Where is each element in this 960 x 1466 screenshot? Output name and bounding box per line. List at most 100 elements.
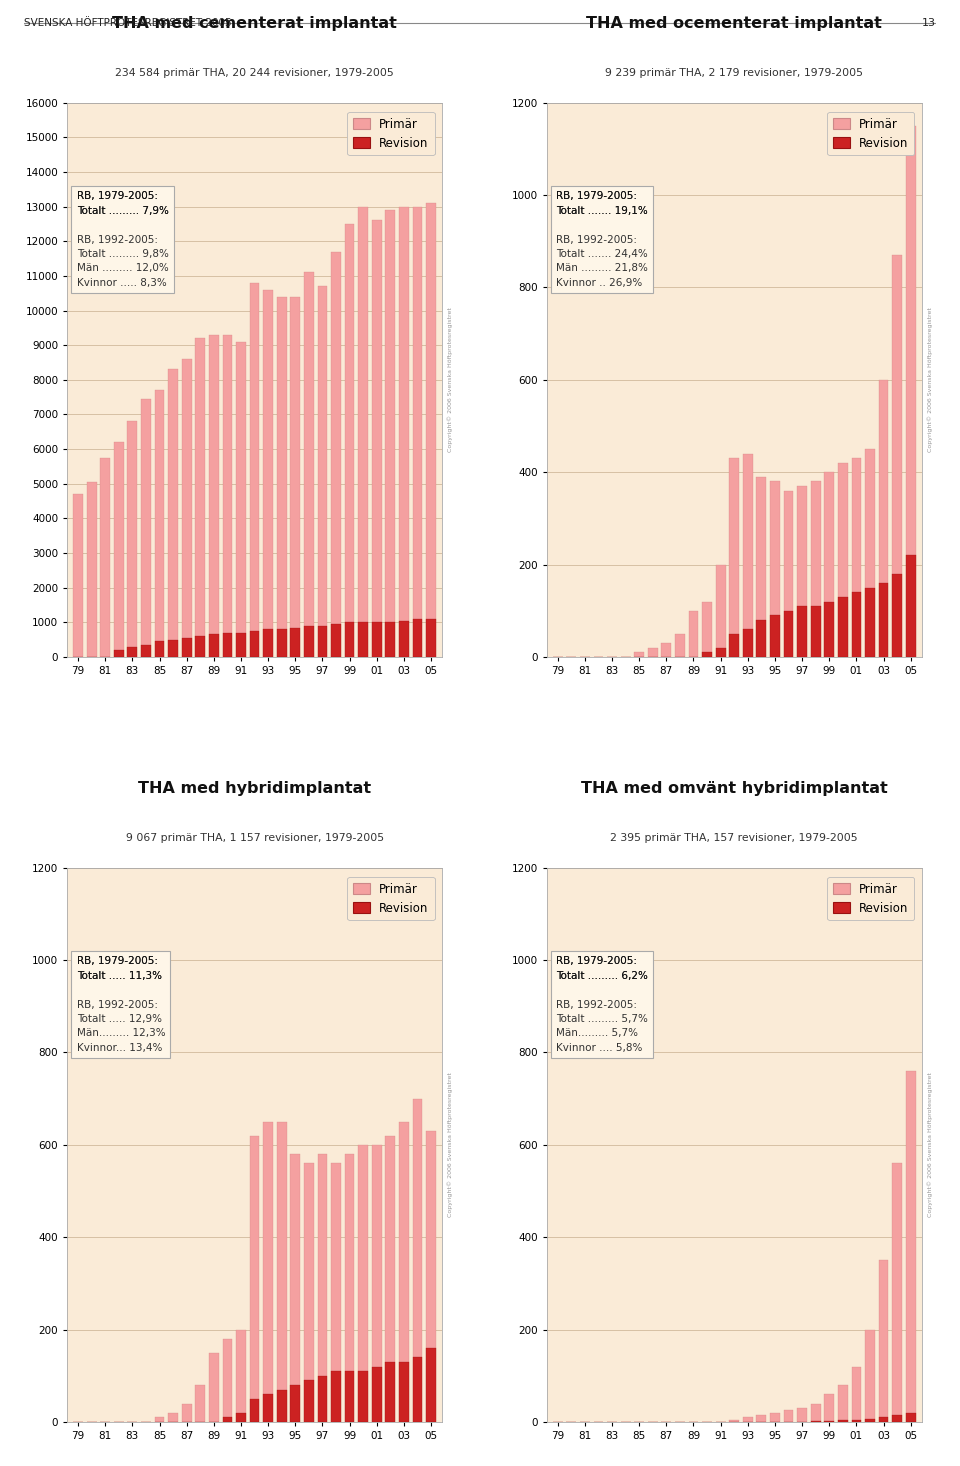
Bar bbox=[838, 1421, 848, 1422]
Bar bbox=[114, 443, 124, 657]
Bar bbox=[825, 601, 834, 657]
Bar bbox=[128, 647, 137, 657]
Bar bbox=[155, 390, 164, 657]
Text: RB, 1979-2005:
Totalt ..... 11,3%

RB, 1992-2005:
Totalt ..... 12,9%
Män........: RB, 1979-2005: Totalt ..... 11,3% RB, 19… bbox=[77, 956, 165, 1053]
Bar bbox=[223, 1418, 232, 1422]
Bar bbox=[86, 482, 97, 657]
Bar bbox=[250, 1136, 259, 1422]
Bar bbox=[223, 1338, 232, 1422]
Bar bbox=[426, 619, 436, 657]
Bar bbox=[838, 597, 848, 657]
Bar bbox=[318, 626, 327, 657]
Bar bbox=[865, 1330, 875, 1422]
Bar bbox=[181, 359, 192, 657]
Bar bbox=[852, 592, 861, 657]
Legend: Primär, Revision: Primär, Revision bbox=[828, 111, 914, 155]
Bar bbox=[756, 620, 766, 657]
Bar bbox=[209, 1353, 219, 1422]
Bar bbox=[141, 645, 151, 657]
Bar bbox=[399, 207, 409, 657]
Bar bbox=[906, 126, 916, 657]
Bar bbox=[168, 369, 178, 657]
Text: RB, 1979-2005:
Totalt ......... 7,9%: RB, 1979-2005: Totalt ......... 7,9% bbox=[77, 192, 168, 216]
Bar bbox=[196, 1385, 205, 1422]
Bar bbox=[811, 605, 821, 657]
Text: RB, 1979-2005:
Totalt ......... 6,2%: RB, 1979-2005: Totalt ......... 6,2% bbox=[556, 956, 648, 981]
Bar bbox=[906, 1413, 916, 1422]
Bar bbox=[386, 210, 396, 657]
Bar bbox=[743, 453, 753, 657]
Bar bbox=[852, 1366, 861, 1422]
Bar bbox=[797, 487, 807, 657]
Bar bbox=[399, 620, 409, 657]
Bar bbox=[209, 635, 219, 657]
Bar bbox=[291, 1385, 300, 1422]
Bar bbox=[688, 611, 698, 657]
Text: 2 395 primär THA, 157 revisioner, 1979-2005: 2 395 primär THA, 157 revisioner, 1979-2… bbox=[611, 833, 858, 843]
Bar bbox=[865, 588, 875, 657]
Bar bbox=[358, 1145, 368, 1422]
Text: THA med cementerat implantat: THA med cementerat implantat bbox=[112, 16, 397, 31]
Bar bbox=[675, 633, 684, 657]
Bar bbox=[345, 1371, 354, 1422]
Bar bbox=[743, 1418, 753, 1422]
Bar bbox=[838, 1385, 848, 1422]
Text: RB, 1979-2005:
Totalt ....... 19,1%

RB, 1992-2005:
Totalt ....... 24,4%
Män ...: RB, 1979-2005: Totalt ....... 19,1% RB, … bbox=[556, 192, 648, 287]
Bar bbox=[236, 1413, 246, 1422]
Bar bbox=[878, 1418, 888, 1422]
Bar bbox=[291, 296, 300, 657]
Bar bbox=[73, 494, 83, 657]
Bar bbox=[263, 629, 273, 657]
Bar bbox=[716, 648, 726, 657]
Text: Copyright© 2006 Svenska Höftprotesregistret: Copyright© 2006 Svenska Höftprotesregist… bbox=[447, 308, 453, 452]
Bar bbox=[825, 1394, 834, 1422]
Bar bbox=[730, 1419, 739, 1422]
Bar bbox=[236, 342, 246, 657]
Bar bbox=[797, 605, 807, 657]
Text: RB, 1979-2005:
Totalt ....... 19,1%: RB, 1979-2005: Totalt ....... 19,1% bbox=[556, 192, 648, 216]
Bar bbox=[783, 611, 793, 657]
Bar bbox=[331, 1371, 341, 1422]
Bar bbox=[345, 1154, 354, 1422]
Bar bbox=[756, 1415, 766, 1422]
Bar bbox=[825, 472, 834, 657]
Bar bbox=[236, 1330, 246, 1422]
Bar bbox=[426, 1349, 436, 1422]
Text: RB, 1979-2005:
Totalt ..... 11,3%: RB, 1979-2005: Totalt ..... 11,3% bbox=[77, 956, 161, 981]
Text: Copyright© 2006 Svenska Höftprotesregistret: Copyright© 2006 Svenska Höftprotesregist… bbox=[447, 1073, 453, 1217]
Bar bbox=[276, 296, 287, 657]
Bar bbox=[865, 1419, 875, 1422]
Bar bbox=[141, 399, 151, 657]
Bar bbox=[223, 633, 232, 657]
Bar bbox=[276, 1390, 287, 1422]
Bar bbox=[413, 207, 422, 657]
Bar bbox=[770, 1413, 780, 1422]
Bar bbox=[372, 1145, 382, 1422]
Bar bbox=[128, 421, 137, 657]
Bar bbox=[358, 1371, 368, 1422]
Legend: Primär, Revision: Primär, Revision bbox=[348, 877, 435, 921]
Bar bbox=[372, 1366, 382, 1422]
Bar bbox=[223, 334, 232, 657]
Text: 234 584 primär THA, 20 244 revisioner, 1979-2005: 234 584 primär THA, 20 244 revisioner, 1… bbox=[115, 67, 394, 78]
Text: 9 239 primär THA, 2 179 revisioner, 1979-2005: 9 239 primär THA, 2 179 revisioner, 1979… bbox=[605, 67, 863, 78]
Bar bbox=[276, 1121, 287, 1422]
Text: THA med hybridimplantat: THA med hybridimplantat bbox=[138, 780, 372, 796]
Bar bbox=[372, 623, 382, 657]
Bar bbox=[743, 629, 753, 657]
Bar bbox=[783, 491, 793, 657]
Text: THA med ocementerat implantat: THA med ocementerat implantat bbox=[587, 16, 882, 31]
Bar bbox=[413, 1358, 422, 1422]
Bar bbox=[304, 273, 314, 657]
Text: Copyright© 2006 Svenska Höftprotesregistret: Copyright© 2006 Svenska Höftprotesregist… bbox=[927, 1073, 933, 1217]
Bar bbox=[331, 252, 341, 657]
Bar bbox=[276, 629, 287, 657]
Bar bbox=[304, 1381, 314, 1422]
Bar bbox=[331, 625, 341, 657]
Bar bbox=[730, 459, 739, 657]
Bar bbox=[702, 652, 712, 657]
Bar bbox=[291, 627, 300, 657]
Bar bbox=[155, 1418, 164, 1422]
Bar bbox=[291, 1154, 300, 1422]
Bar bbox=[358, 207, 368, 657]
